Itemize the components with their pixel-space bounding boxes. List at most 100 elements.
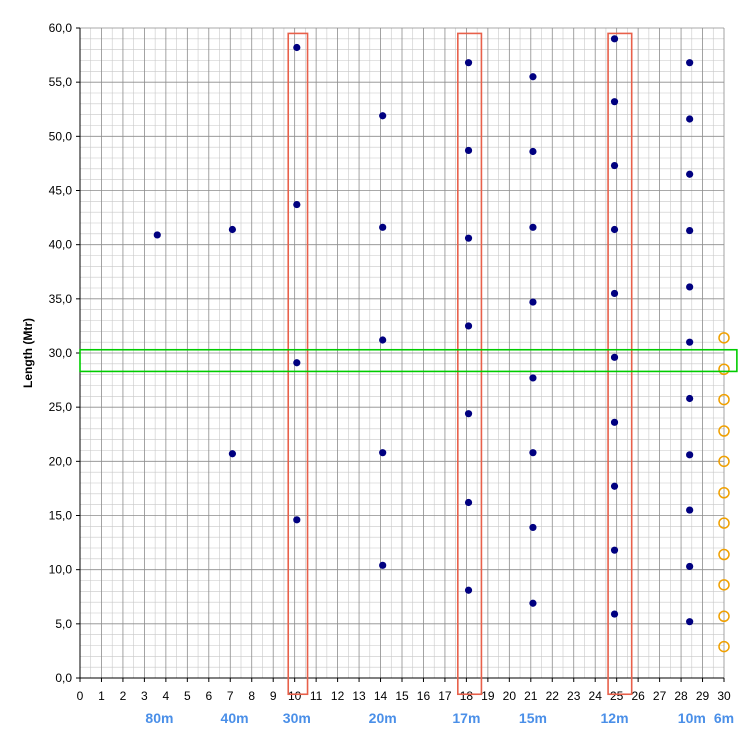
x-tick-label: 5 bbox=[184, 689, 191, 703]
x-tick-label: 1 bbox=[98, 689, 105, 703]
data-point bbox=[529, 523, 537, 532]
y-axis-title: Length (Mtr) bbox=[21, 318, 35, 388]
x-tick-label: 22 bbox=[546, 689, 560, 703]
x-tick-label: 28 bbox=[674, 689, 688, 703]
x-tick-label: 11 bbox=[310, 689, 323, 703]
data-point bbox=[529, 374, 537, 382]
data-point bbox=[379, 336, 387, 344]
highlight-boxes bbox=[79, 32, 738, 696]
hollow-point bbox=[718, 610, 730, 622]
y-tick-label: 10,0 bbox=[49, 563, 73, 577]
y-tick-label: 60,0 bbox=[49, 21, 73, 35]
band-label: 6m bbox=[714, 710, 734, 726]
data-point bbox=[379, 561, 387, 569]
x-tick-label: 12 bbox=[331, 689, 345, 703]
band-labels: 80m 40m 30m 20m 17m 15m 12m 10m 6m bbox=[145, 710, 734, 726]
x-tick-label: 30 bbox=[717, 689, 731, 703]
hollow-point bbox=[718, 579, 730, 591]
x-tick-label: 13 bbox=[352, 689, 366, 703]
x-tick-label: 24 bbox=[589, 689, 603, 703]
y-tick-label: 40,0 bbox=[49, 238, 73, 252]
x-tick-label: 7 bbox=[227, 689, 234, 703]
x-tick-label: 23 bbox=[567, 689, 581, 703]
x-tick-label: 17 bbox=[438, 689, 452, 703]
vertical-highlight-box bbox=[287, 32, 309, 696]
data-point bbox=[686, 59, 694, 67]
horizontal-highlight-box bbox=[79, 348, 738, 373]
data-point bbox=[529, 599, 537, 607]
x-tick-label: 3 bbox=[141, 689, 148, 703]
data-point bbox=[610, 161, 619, 170]
data-point bbox=[228, 450, 237, 458]
data-point bbox=[379, 449, 387, 457]
y-tick-label: 30,0 bbox=[49, 346, 73, 360]
hollow-point bbox=[718, 640, 730, 653]
data-point bbox=[610, 35, 619, 43]
data-point bbox=[529, 449, 537, 457]
band-label: 20m bbox=[369, 710, 397, 726]
data-point bbox=[529, 223, 537, 231]
band-label: 15m bbox=[519, 710, 547, 726]
y-tick-label: 15,0 bbox=[49, 509, 73, 523]
data-point bbox=[464, 586, 473, 594]
x-tick-label: 19 bbox=[481, 689, 495, 703]
y-tick-label: 45,0 bbox=[49, 184, 73, 198]
hollow-point bbox=[718, 393, 730, 406]
data-point bbox=[293, 359, 301, 367]
data-point bbox=[379, 223, 387, 231]
data-point bbox=[686, 170, 694, 178]
band-label: 10m bbox=[678, 710, 706, 726]
band-label: 17m bbox=[452, 710, 480, 726]
hollow-point bbox=[718, 517, 730, 529]
data-point bbox=[686, 394, 694, 403]
data-point bbox=[153, 231, 161, 239]
x-tick-label: 15 bbox=[395, 689, 409, 703]
data-point bbox=[610, 546, 619, 554]
band-label: 12m bbox=[601, 710, 629, 726]
vertical-highlight-box bbox=[457, 32, 483, 696]
data-point bbox=[293, 43, 301, 52]
y-tick-label: 20,0 bbox=[49, 454, 73, 468]
data-point bbox=[464, 234, 473, 242]
y-tick-label: 25,0 bbox=[49, 400, 73, 414]
data-points bbox=[153, 35, 730, 653]
x-tick-label: 9 bbox=[270, 689, 277, 703]
x-tick-label: 16 bbox=[417, 689, 431, 703]
x-tick-label: 10 bbox=[288, 689, 302, 703]
data-point bbox=[686, 618, 694, 626]
band-label: 30m bbox=[283, 710, 311, 726]
x-tick-label: 0 bbox=[77, 689, 84, 703]
x-tick-label: 6 bbox=[205, 689, 212, 703]
x-tick-label: 8 bbox=[248, 689, 255, 703]
data-point bbox=[610, 289, 619, 298]
data-point bbox=[529, 147, 537, 156]
x-tick-label: 14 bbox=[374, 689, 388, 703]
hollow-point bbox=[718, 548, 730, 561]
x-tick-label: 26 bbox=[631, 689, 645, 703]
y-tick-label: 50,0 bbox=[49, 129, 73, 143]
data-point bbox=[686, 338, 694, 346]
y-tick-label: 55,0 bbox=[49, 75, 73, 89]
band-label: 40m bbox=[221, 710, 249, 726]
data-point bbox=[686, 506, 694, 514]
vertical-highlight-box bbox=[607, 32, 633, 696]
data-point bbox=[686, 451, 694, 459]
data-point bbox=[464, 59, 473, 67]
data-point bbox=[464, 498, 473, 507]
x-tick-label: 18 bbox=[460, 689, 474, 703]
data-point bbox=[293, 200, 301, 209]
data-point bbox=[464, 322, 473, 330]
x-tick-label: 25 bbox=[610, 689, 624, 703]
x-tick-label: 20 bbox=[503, 689, 517, 703]
data-point bbox=[686, 115, 694, 123]
x-tick-label: 29 bbox=[696, 689, 710, 703]
y-tick-labels: 0,0 5,0 10,0 15,0 20,0 25,0 30,0 35,0 40,0 45,0 50… bbox=[49, 21, 73, 685]
data-point bbox=[610, 98, 619, 106]
data-point bbox=[379, 112, 387, 120]
data-point bbox=[610, 353, 619, 361]
data-point bbox=[464, 410, 473, 418]
hollow-point bbox=[718, 363, 730, 375]
data-point bbox=[228, 225, 237, 234]
data-point bbox=[464, 146, 473, 155]
